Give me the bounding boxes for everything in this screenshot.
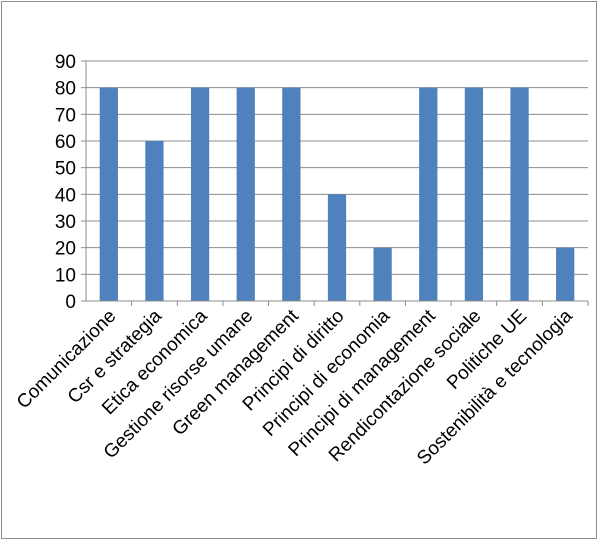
bar	[419, 87, 438, 302]
y-tick-label: 60	[55, 132, 76, 153]
y-tick-label: 80	[55, 79, 76, 100]
y-tick-label: 20	[55, 239, 76, 260]
bar	[190, 87, 210, 302]
bar	[327, 194, 347, 301]
bar	[236, 87, 255, 302]
bars	[99, 87, 575, 302]
bar	[510, 87, 529, 302]
y-tick-label: 90	[55, 52, 76, 73]
y-tick-label: 30	[55, 212, 76, 233]
bar	[99, 87, 118, 302]
y-tick-label: 0	[65, 292, 76, 313]
bar	[464, 87, 484, 302]
y-axis-tick-labels: 0 10 20 30 40 50 60 70 80 90	[55, 52, 76, 313]
bar	[282, 87, 301, 302]
axes	[81, 60, 589, 306]
bar	[145, 141, 164, 301]
y-tick-label: 10	[55, 265, 76, 286]
bar	[556, 247, 575, 301]
bar	[373, 247, 392, 301]
gridlines	[86, 60, 588, 275]
y-tick-label: 70	[55, 105, 76, 126]
y-tick-label: 40	[55, 185, 76, 206]
y-tick-label: 50	[55, 159, 76, 180]
